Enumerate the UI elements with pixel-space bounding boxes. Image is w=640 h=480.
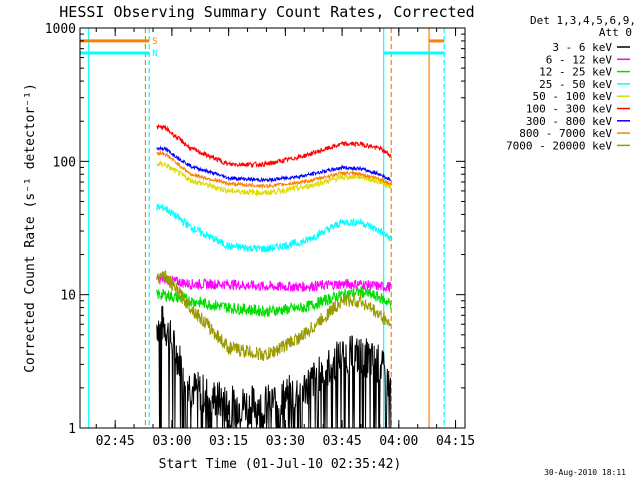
y-tick-label-1: 10 [60,289,76,304]
x-axis-label: Start Time (01-Jul-10 02:35:42) [159,457,402,472]
marker-lines [88,28,445,428]
legend-label-5: 100 - 300 keV [526,103,612,116]
series-line-7 [156,149,392,190]
x-tick-label-1: 03:00 [152,434,191,449]
series-line-2 [156,286,392,317]
legend-label-8: 7000 - 20000 keV [506,139,612,152]
flag-label-night: N [152,49,157,59]
y-tick-label-0: 1 [68,422,76,437]
legend-label-2: 12 - 25 keV [539,66,612,79]
legend-label-4: 50 - 100 keV [533,90,613,103]
y-tick-label-2: 100 [53,155,76,170]
legend-label-0: 3 - 6 keV [552,41,612,54]
legend-label-1: 6 - 12 keV [546,53,613,66]
plot-frame [79,27,466,429]
y-axis-label: Corrected Count Rate (s⁻¹ detector⁻¹) [23,83,38,373]
series-line-3 [156,203,392,253]
chart-title: HESSI Observing Summary Count Rates, Cor… [59,3,474,21]
series-line-4 [156,160,392,197]
series-line-5 [156,123,392,169]
flag-intervals: SN [80,37,445,59]
series-lines [156,123,392,429]
plot-axes: 02:45 03:00 03:15 03:30 03:45 04:00 04:15 1 10 10… [45,22,475,449]
x-tick-label-2: 03:15 [209,434,248,449]
series-line-0 [156,305,392,429]
x-tick-label-3: 03:30 [266,434,305,449]
x-tick-label-6: 04:15 [436,434,475,449]
legend-header-line-2: Att 0 [599,26,632,39]
y-tick-label-3: 1000 [45,22,76,37]
legend-header-line-1: Det 1,3,4,5,6,9, [530,14,636,27]
legend-label-3: 25 - 50 keV [539,78,612,91]
series-line-1 [156,274,392,294]
legend-label-6: 300 - 800 keV [526,115,612,128]
x-tick-label-4: 03:45 [323,434,362,449]
x-tick-label-0: 02:45 [96,434,135,449]
series-line-6 [156,145,392,184]
series-line-8 [156,270,392,362]
footer-date: 30-Aug-2010 18:11 [544,468,626,477]
legend-label-7: 800 - 7000 keV [519,127,612,140]
flag-label-saa: S [152,37,157,47]
x-tick-label-5: 04:00 [379,434,418,449]
